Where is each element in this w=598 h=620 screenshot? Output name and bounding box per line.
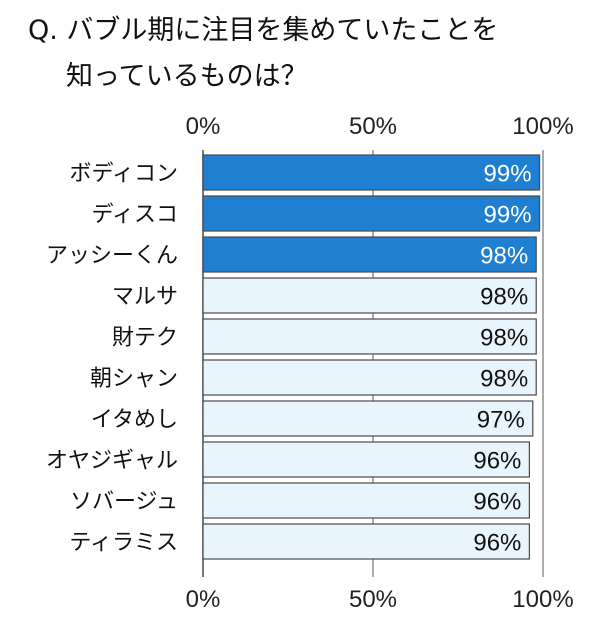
data-label: 98% <box>480 325 528 352</box>
data-label: 98% <box>480 284 528 311</box>
x-tick-label-bottom: 100% <box>512 586 573 613</box>
x-tick-label-top: 100% <box>512 113 573 140</box>
bar-9 <box>202 482 530 519</box>
category-label: 朝シャン <box>90 367 178 392</box>
data-label: 98% <box>480 243 528 270</box>
x-tick-label-bottom: 0% <box>186 586 221 613</box>
category-label: イタめし <box>91 408 178 433</box>
bar-10 <box>202 523 530 560</box>
x-tick-label-top: 0% <box>186 113 221 140</box>
category-label: オヤジギャル <box>46 449 178 474</box>
bar-7 <box>202 400 534 437</box>
data-label: 96% <box>473 448 521 475</box>
category-label: 財テク <box>112 326 178 351</box>
category-label: アッシーくん <box>46 244 178 269</box>
bar-4 <box>202 277 537 314</box>
bar-3 <box>202 236 537 273</box>
bar-8 <box>202 441 530 478</box>
data-label: 98% <box>480 366 528 393</box>
data-label: 96% <box>473 530 521 557</box>
category-label: ボディコン <box>70 162 178 187</box>
bar-2 <box>202 195 541 232</box>
bar-6 <box>202 359 537 396</box>
category-label: ディスコ <box>92 203 178 228</box>
data-label: 99% <box>484 202 532 229</box>
category-label: ティラミス <box>69 531 178 556</box>
data-label: 96% <box>473 489 521 516</box>
data-label: 99% <box>484 161 532 188</box>
title-line-2: 知っているものは？ <box>66 61 308 92</box>
data-label: 97% <box>477 407 525 434</box>
bar-5 <box>202 318 537 355</box>
category-label: ソバージュ <box>70 490 178 515</box>
x-tick-label-top: 50% <box>349 113 397 140</box>
title-line-1: Q. バブル期に注目を集めていたことを <box>28 15 499 46</box>
bar-1 <box>202 154 541 191</box>
x-tick-label-bottom: 50% <box>349 586 397 613</box>
category-label: マルサ <box>112 285 178 310</box>
chart-title: Q. バブル期に注目を集めていたことを 知っているものは？ <box>28 8 588 100</box>
